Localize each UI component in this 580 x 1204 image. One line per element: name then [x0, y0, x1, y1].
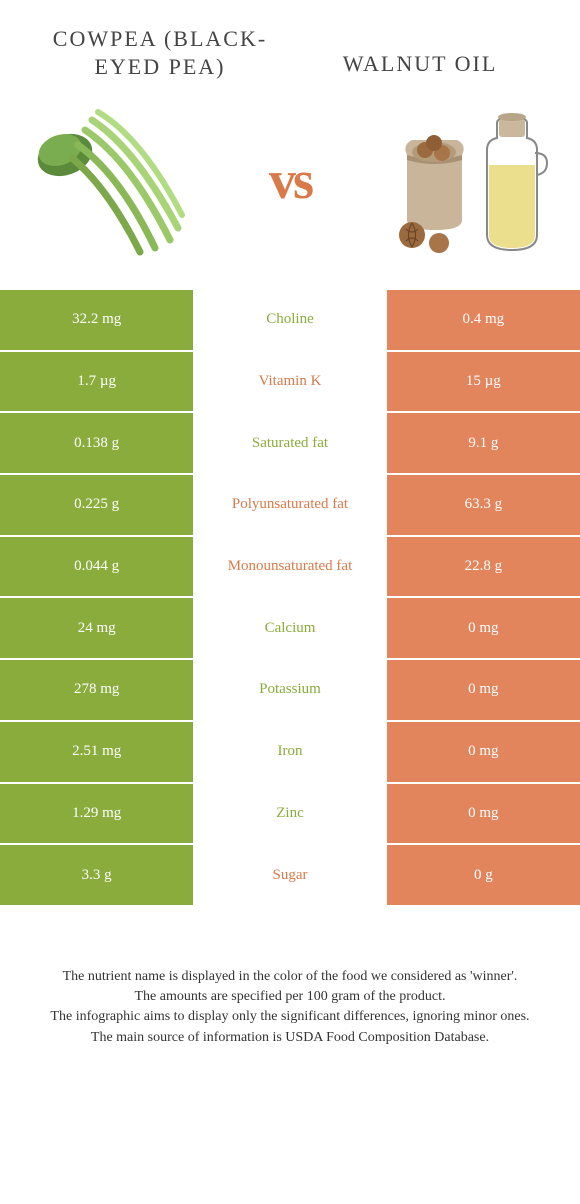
left-value: 1.29 mg	[0, 784, 193, 844]
right-value: 0 g	[387, 845, 580, 905]
nutrient-label: Choline	[193, 290, 386, 350]
left-value: 3.3 g	[0, 845, 193, 905]
header: Cowpea (Black-Eyed Pea) Walnut oil	[0, 0, 580, 90]
footnote-line: The main source of information is USDA F…	[20, 1028, 560, 1048]
right-value: 15 µg	[387, 352, 580, 412]
vs-label: vs	[269, 149, 311, 211]
right-value: 0 mg	[387, 660, 580, 720]
nutrient-label: Vitamin K	[193, 352, 386, 412]
cowpea-image	[25, 95, 195, 265]
nutrient-label: Potassium	[193, 660, 386, 720]
table-row: 32.2 mgCholine0.4 mg	[0, 290, 580, 352]
images-row: vs	[0, 90, 580, 290]
left-value: 0.044 g	[0, 537, 193, 597]
table-row: 1.29 mgZinc0 mg	[0, 784, 580, 846]
left-value: 32.2 mg	[0, 290, 193, 350]
nutrient-label: Calcium	[193, 598, 386, 658]
right-value: 22.8 g	[387, 537, 580, 597]
right-value: 63.3 g	[387, 475, 580, 535]
left-value: 0.138 g	[0, 413, 193, 473]
footnote-line: The nutrient name is displayed in the co…	[20, 967, 560, 987]
footnotes: The nutrient name is displayed in the co…	[0, 907, 580, 1078]
nutrient-label: Iron	[193, 722, 386, 782]
table-row: 0.044 gMonounsaturated fat22.8 g	[0, 537, 580, 599]
table-row: 24 mgCalcium0 mg	[0, 598, 580, 660]
left-value: 278 mg	[0, 660, 193, 720]
right-value: 0 mg	[387, 722, 580, 782]
table-row: 0.225 gPolyunsaturated fat63.3 g	[0, 475, 580, 537]
footnote-line: The amounts are specified per 100 gram o…	[20, 987, 560, 1007]
walnut-oil-image	[385, 95, 555, 265]
right-value: 9.1 g	[387, 413, 580, 473]
right-value: 0 mg	[387, 784, 580, 844]
nutrient-label: Sugar	[193, 845, 386, 905]
right-value: 0 mg	[387, 598, 580, 658]
food-left-title: Cowpea (Black-Eyed Pea)	[30, 25, 290, 80]
comparison-table: 32.2 mgCholine0.4 mg1.7 µgVitamin K15 µg…	[0, 290, 580, 907]
table-row: 1.7 µgVitamin K15 µg	[0, 352, 580, 414]
table-row: 3.3 gSugar0 g	[0, 845, 580, 907]
left-value: 2.51 mg	[0, 722, 193, 782]
left-value: 0.225 g	[0, 475, 193, 535]
left-value: 24 mg	[0, 598, 193, 658]
table-row: 0.138 gSaturated fat9.1 g	[0, 413, 580, 475]
left-value: 1.7 µg	[0, 352, 193, 412]
nutrient-label: Polyunsaturated fat	[193, 475, 386, 535]
table-row: 278 mgPotassium0 mg	[0, 660, 580, 722]
food-right-title: Walnut oil	[290, 25, 550, 78]
footnote-line: The infographic aims to display only the…	[20, 1007, 560, 1027]
nutrient-label: Zinc	[193, 784, 386, 844]
table-row: 2.51 mgIron0 mg	[0, 722, 580, 784]
nutrient-label: Saturated fat	[193, 413, 386, 473]
nutrient-label: Monounsaturated fat	[193, 537, 386, 597]
right-value: 0.4 mg	[387, 290, 580, 350]
